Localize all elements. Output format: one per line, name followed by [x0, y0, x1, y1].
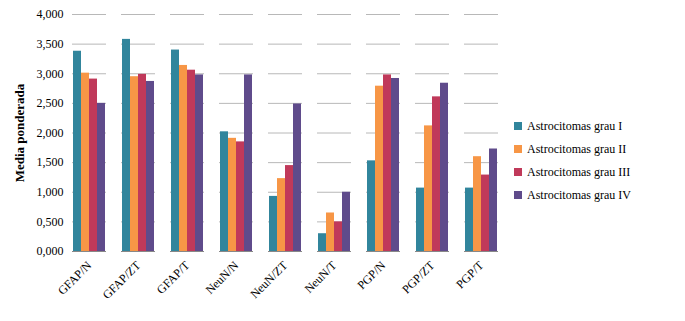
html-text:Astrocitomas grau II: Astrocitomas grau II — [527, 141, 627, 156]
svg-text:2,500: 2,500 — [37, 96, 64, 110]
svg-text:2,000: 2,000 — [37, 126, 64, 140]
svg-text:3,000: 3,000 — [37, 67, 64, 81]
svg-text:GFAP/T: GFAP/T — [154, 258, 193, 297]
svg-text:NeuN/ZT: NeuN/ZT — [247, 258, 290, 301]
html-text:Astrocitomas grau III: Astrocitomas grau III — [527, 164, 631, 179]
svg-text:1,000: 1,000 — [37, 185, 64, 199]
html-text:Astrocitomas grau IV: Astrocitomas grau IV — [527, 187, 631, 202]
svg-text:0,500: 0,500 — [37, 215, 64, 229]
html-text:Astrocitomas grau I: Astrocitomas grau I — [527, 118, 623, 133]
svg-text:Media ponderada: Media ponderada — [12, 83, 27, 182]
svg-text:GFAP/N: GFAP/N — [55, 258, 95, 298]
svg-text:4,000: 4,000 — [37, 7, 64, 21]
svg-text:NeuN/N: NeuN/N — [203, 258, 242, 297]
svg-text:NeuN/T: NeuN/T — [302, 258, 340, 296]
svg-text:0,000: 0,000 — [37, 244, 64, 258]
svg-text:PGP/ZT: PGP/ZT — [399, 258, 438, 297]
svg-text:PGP/N: PGP/N — [354, 258, 388, 292]
svg-text:1,500: 1,500 — [37, 155, 64, 169]
svg-text:3,500: 3,500 — [37, 37, 64, 51]
svg-text:GFAP/ZT: GFAP/ZT — [100, 258, 144, 302]
svg-text:PGP/T: PGP/T — [453, 258, 486, 291]
